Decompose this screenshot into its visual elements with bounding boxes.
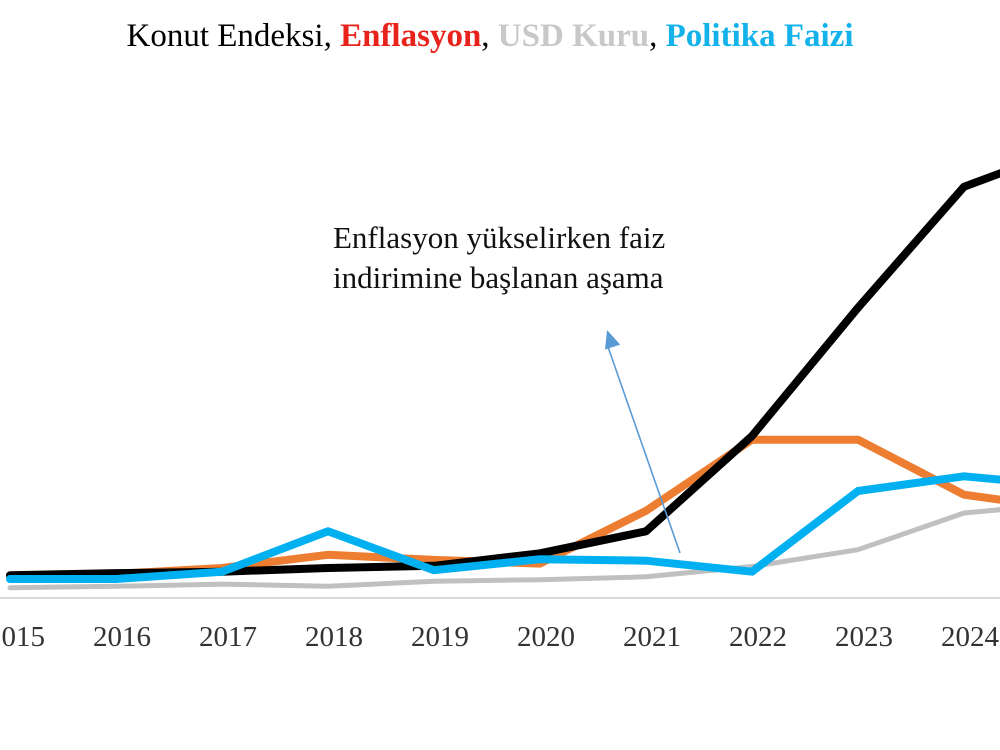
title-part-2: Enflasyon: [340, 18, 482, 54]
title-part-0: Konut Endeksi: [126, 18, 324, 54]
x-tick-label: 2019: [411, 621, 469, 653]
series-lines: [6, 169, 1000, 591]
x-tick-label: 2016: [93, 621, 151, 653]
title-part-6: Politika Faizi: [665, 18, 854, 54]
x-tick-label: 2017: [199, 621, 257, 653]
x-tick-labels: 2015 2016 2017 2018 2019 2020 2021 2022 2023 2024: [0, 621, 1000, 653]
x-tick-label: 2020: [517, 621, 575, 653]
series-line-politika-faizi: [6, 472, 1000, 583]
title-part-1: ,: [323, 18, 341, 54]
title-part-4: USD Kuru: [497, 18, 650, 54]
x-tick-label: 2018: [305, 621, 363, 653]
title-part-3: ,: [481, 18, 498, 54]
x-tick-label: 2024: [941, 621, 1000, 653]
annotation-arrow: [606, 343, 681, 554]
title-part-5: ,: [649, 18, 666, 54]
x-tick-label: 2015: [0, 621, 45, 653]
annotation: Enflasyon yükselirken faiz indirimine ba…: [333, 220, 681, 554]
annotation-line-1: Enflasyon yükselirken faiz: [333, 220, 665, 255]
x-tick-label: 2022: [729, 621, 787, 653]
chart-title: Konut Endeksi, Enflasyon, USD Kuru, Poli…: [0, 18, 980, 55]
x-tick-label: 2023: [835, 621, 893, 653]
annotation-line-2: indirimine başlanan aşama: [333, 260, 664, 295]
annotation-arrow-head: [604, 330, 621, 350]
x-tick-label: 2021: [623, 621, 681, 653]
series-line-usd-kuru: [7, 507, 1000, 591]
